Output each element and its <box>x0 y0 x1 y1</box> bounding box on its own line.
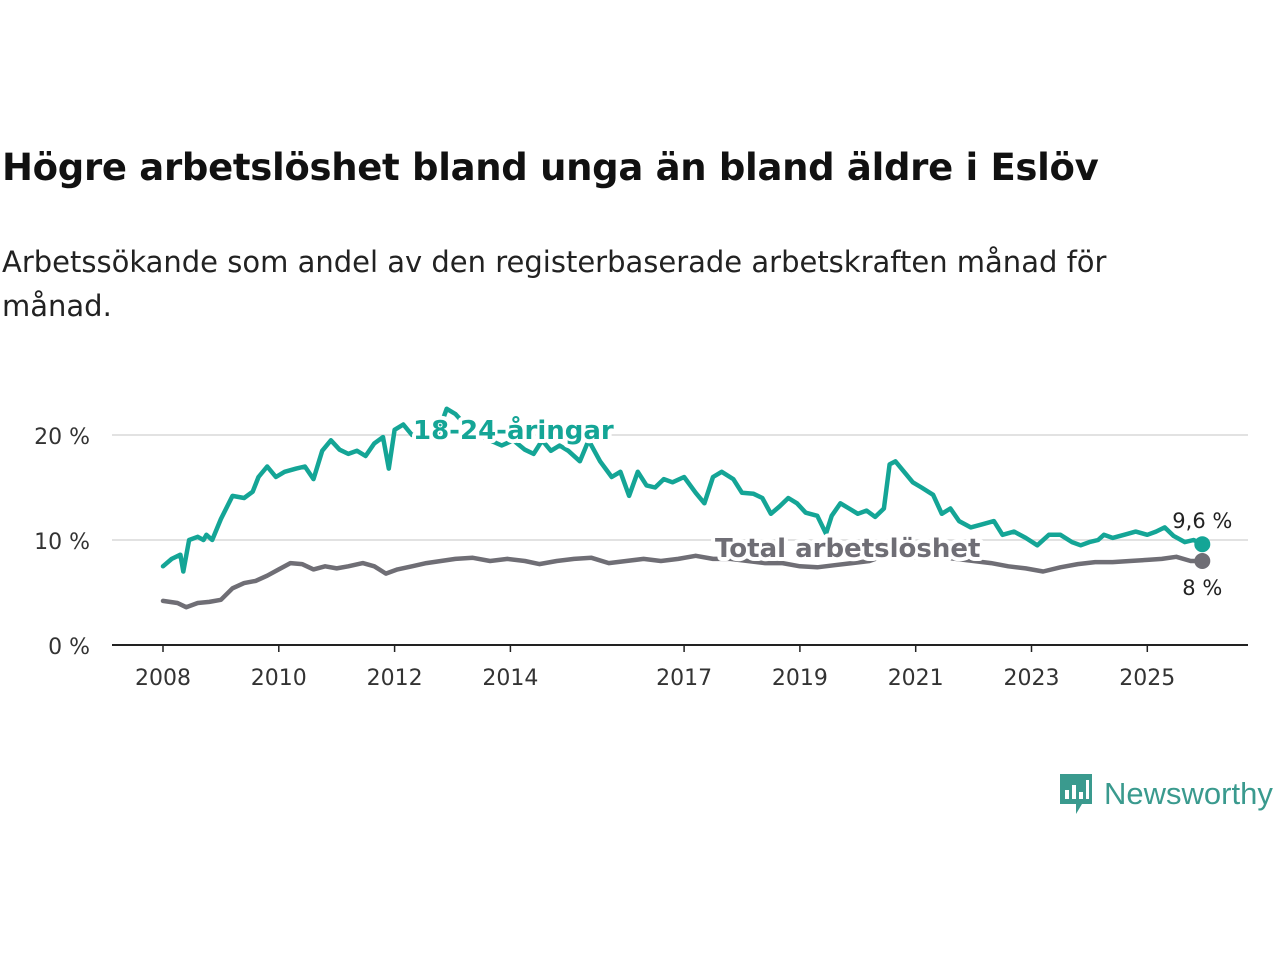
chart-title: Högre arbetslöshet bland unga än bland ä… <box>2 146 1099 189</box>
x-tick-label: 2017 <box>656 666 712 691</box>
series-line-total <box>160 552 1205 610</box>
series-label-total: Total arbetslöshet <box>715 534 980 564</box>
x-axis: 2008 2010 2012 2014 2017 2019 2021 2023 2025 <box>112 644 1248 691</box>
grid-lines <box>112 434 1248 541</box>
x-tick-label: 2021 <box>888 666 944 691</box>
series-lines <box>160 406 1211 610</box>
series-label-youth: 18-24-åringar <box>413 414 614 446</box>
x-tick-label: 2012 <box>367 666 423 691</box>
x-tick-label: 2019 <box>772 666 828 691</box>
line-chart: 0 % 10 % 20 % 2008 2010 2012 2014 2017 2019 2021… <box>34 406 1248 691</box>
newsworthy-logo-icon <box>1060 774 1092 814</box>
y-tick-label: 10 % <box>34 530 90 555</box>
series-label-youth-halo: 18-24-åringar <box>413 414 614 446</box>
end-value-label-total: 8 % <box>1182 576 1222 600</box>
x-tick-label: 2025 <box>1119 666 1175 691</box>
y-tick-label: 0 % <box>48 635 90 660</box>
chart-subtitle: Arbetssökande som andel av den registerb… <box>2 245 1107 323</box>
series-label-total-halo: Total arbetslöshet <box>715 534 980 564</box>
brand-logo-area: Newsworthy <box>1058 772 1273 816</box>
series-line-youth <box>160 406 1205 574</box>
end-value-label-youth: 9,6 % <box>1172 509 1232 533</box>
y-axis-tick-labels: 0 % 10 % 20 % <box>34 425 90 660</box>
x-tick-label: 2023 <box>1004 666 1060 691</box>
brand-name: Newsworthy <box>1104 776 1273 811</box>
x-tick-label: 2008 <box>135 666 191 691</box>
y-tick-label: 20 % <box>34 425 90 450</box>
series-end-marker <box>1194 553 1211 569</box>
x-tick-label: 2014 <box>482 666 538 691</box>
x-tick-label: 2010 <box>251 666 307 691</box>
series-end-marker <box>1194 536 1211 553</box>
